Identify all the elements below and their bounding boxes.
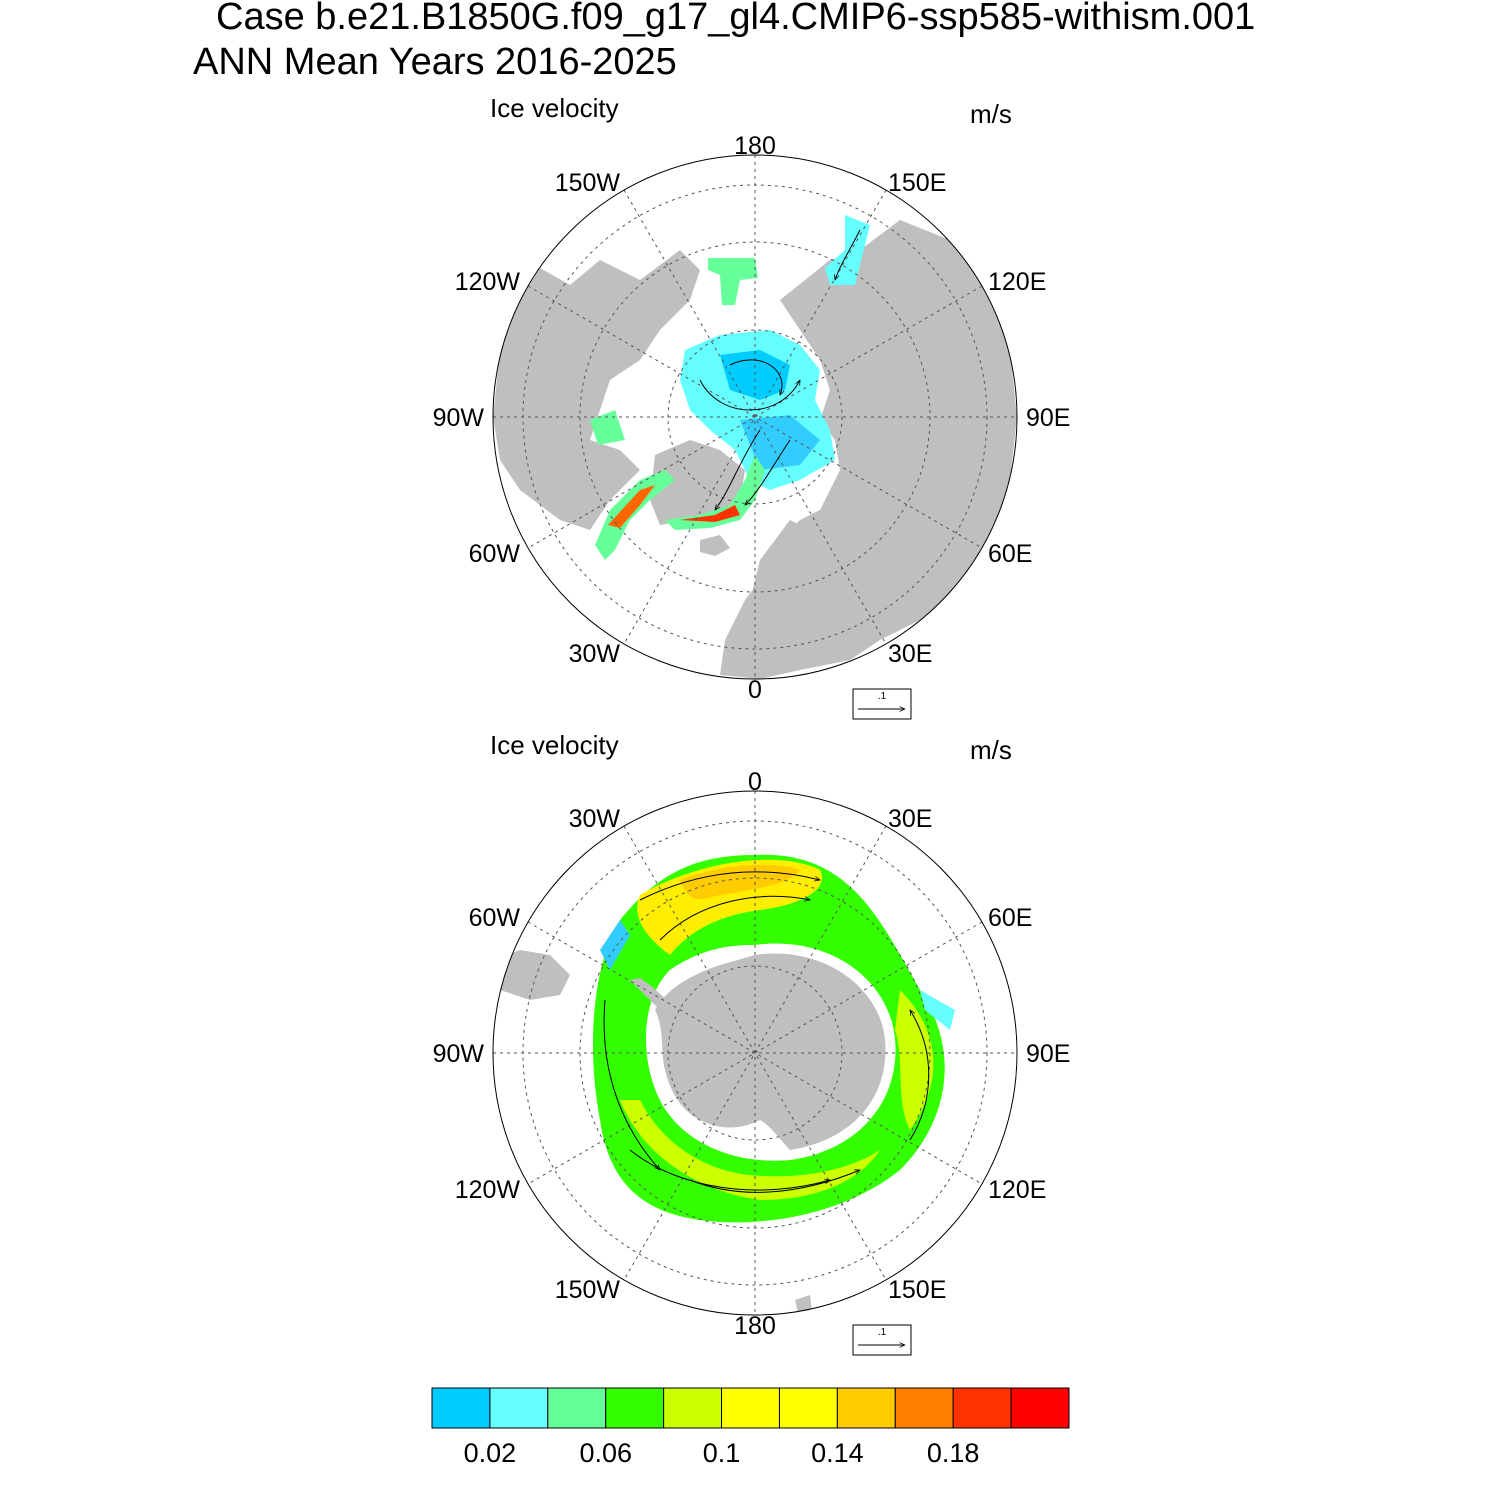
north-graticule (493, 155, 1017, 679)
south-lon-60w: 60W (469, 904, 521, 932)
north-map-boundary (492, 154, 1018, 680)
north-reference-vector-label: .1 (878, 691, 887, 702)
north-lon-30w: 30W (569, 640, 621, 668)
south-lon-150w: 150W (555, 1276, 621, 1304)
north-panel-units: m/s (970, 99, 1012, 129)
north-panel: Ice velocity m/s (433, 93, 1071, 720)
north-lon-120w: 120W (455, 268, 521, 296)
fram-strait-ice (665, 455, 765, 530)
baffin-bay-ice (595, 470, 675, 560)
south-lon-60e: 60E (988, 904, 1032, 932)
colorbar-swatch (894, 1387, 954, 1429)
colorbar-tick-label: 0.06 (579, 1438, 632, 1468)
iceland-land (700, 535, 730, 556)
south-streamlines (603, 871, 930, 1193)
south-panel-units: m/s (970, 735, 1012, 765)
north-lon-60w: 60W (469, 540, 521, 568)
north-streamlines (699, 229, 861, 510)
south-map-boundary (492, 790, 1018, 1316)
south-america-land (493, 950, 570, 1000)
bering-strait-ice (708, 258, 758, 305)
north-lon-150w: 150W (555, 169, 621, 197)
south-lon-180: 180 (734, 1312, 776, 1340)
title-line-2: ANN Mean Years 2016-2025 (193, 41, 677, 83)
south-panel-label: Ice velocity (490, 730, 619, 760)
south-lon-0: 0 (748, 768, 762, 796)
colorbar-tick-label: 0.18 (927, 1438, 980, 1468)
colorbar-swatch (778, 1387, 838, 1429)
south-lon-90w: 90W (433, 1040, 485, 1068)
antarctic-ice-ring-outer (592, 854, 945, 1223)
scandinavia-land (745, 520, 810, 640)
south-lon-30e: 30E (888, 805, 932, 833)
colorbar: 0.02 0.06 0.1 0.14 0.18 (431, 1387, 1070, 1468)
north-panel-label: Ice velocity (490, 93, 619, 123)
south-graticule (493, 791, 1017, 1315)
colorbar-tick-label: 0.1 (703, 1438, 741, 1468)
north-lon-90w: 90W (433, 404, 485, 432)
colorbar-swatch (1010, 1387, 1070, 1429)
east-greenland-fast-ice (680, 505, 740, 522)
south-lon-90e: 90E (1026, 1040, 1070, 1068)
outer-edge-ice-east (920, 990, 955, 1030)
greenland-land (650, 440, 745, 525)
colorbar-swatch (836, 1387, 896, 1429)
labrador-fast-ice (608, 485, 655, 528)
colorbar-tick-label: 0.14 (811, 1438, 864, 1468)
colorbar-swatch (489, 1387, 549, 1429)
colorbar-swatch (547, 1387, 607, 1429)
colorbar-swatch (952, 1387, 1012, 1429)
north-lon-120e: 120E (988, 268, 1046, 296)
north-lon-150e: 150E (888, 169, 946, 197)
north-map-body (493, 155, 1017, 679)
colorbar-swatch (605, 1387, 665, 1429)
south-reference-vector-label: .1 (878, 1327, 887, 1338)
east-antarctic-ice (895, 990, 934, 1130)
north-longitude-labels: 180 150E 120E 90E 60E 30E 0 30W 60W 90W … (433, 132, 1071, 704)
north-lon-90e: 90E (1026, 404, 1070, 432)
outer-edge-ice-west (600, 920, 630, 970)
antarctic-peninsula-land (630, 978, 670, 1010)
colorbar-swatch (431, 1387, 491, 1429)
south-lon-120e: 120E (988, 1176, 1046, 1204)
south-longitude-labels: 0 30E 60E 90E 120E 150E 180 150W 120W 90… (433, 768, 1071, 1340)
north-lon-180: 180 (734, 132, 776, 160)
south-panel: Ice velocity m/s (433, 730, 1071, 1356)
north-lon-0: 0 (748, 676, 762, 704)
north-lon-60e: 60E (988, 540, 1032, 568)
north-lon-30e: 30E (888, 640, 932, 668)
new-zealand-land (795, 1295, 812, 1312)
colorbar-tick-label: 0.02 (464, 1438, 517, 1468)
colorbar-swatch (663, 1387, 723, 1429)
hudson-bay-ice (590, 410, 625, 445)
south-lon-120w: 120W (455, 1176, 521, 1204)
transpolar-drift-ice (740, 415, 820, 470)
south-lon-30w: 30W (569, 805, 621, 833)
title-line-1: Case b.e21.B1850G.f09_g17_gl4.CMIP6-ssp5… (216, 0, 1256, 38)
north-reference-vector: .1 (852, 688, 912, 720)
south-map-body (493, 791, 1017, 1315)
south-lon-150e: 150E (888, 1276, 946, 1304)
ross-sea-ice (620, 1100, 880, 1200)
colorbar-swatch (721, 1387, 780, 1429)
weddell-sea-core-ice (680, 864, 800, 900)
south-reference-vector: .1 (852, 1324, 912, 1356)
